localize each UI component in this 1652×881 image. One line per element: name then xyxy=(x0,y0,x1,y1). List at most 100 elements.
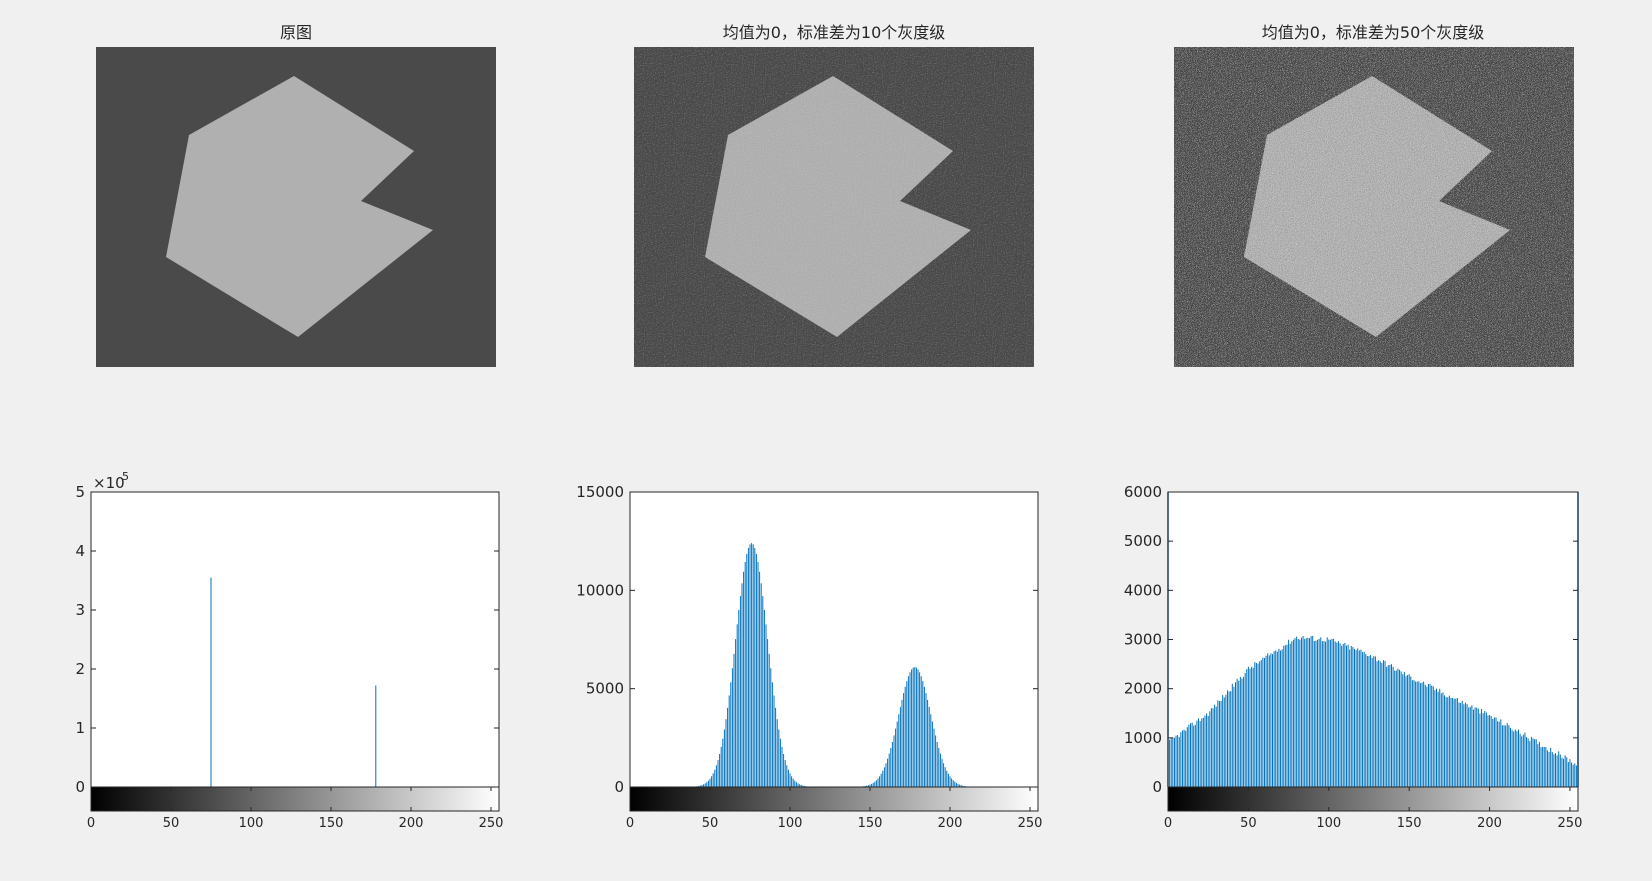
histogram-bar xyxy=(803,785,805,787)
histogram-bar xyxy=(1347,644,1349,787)
histogram-bar xyxy=(954,781,956,787)
histogram-bar xyxy=(1468,707,1470,787)
histogram-bar xyxy=(1440,693,1442,787)
histogram-bar xyxy=(1400,671,1402,787)
histogram-bar xyxy=(1551,752,1553,787)
y-tick-label: 4 xyxy=(75,542,85,560)
x-tick-label: 0 xyxy=(1164,816,1172,831)
histogram-bar xyxy=(1374,656,1376,787)
histogram-bar xyxy=(1310,636,1312,787)
histogram-bar xyxy=(1378,660,1380,787)
histogram-bar xyxy=(1439,688,1441,787)
histogram-bar xyxy=(1254,662,1256,787)
histogram-bar xyxy=(1445,697,1447,787)
histogram-bar xyxy=(888,753,890,787)
histogram-bar xyxy=(746,553,748,787)
histogram-bar xyxy=(1196,720,1198,787)
histogram-bar xyxy=(723,729,725,787)
histogram-bar xyxy=(781,746,783,787)
histogram-bar xyxy=(883,767,885,787)
histogram-bar xyxy=(866,785,868,787)
histogram-bar xyxy=(909,672,911,787)
y-tick-label: 5000 xyxy=(586,680,624,698)
histogram-bar xyxy=(1358,650,1360,787)
histogram-bar xyxy=(741,583,743,787)
histogram-bar xyxy=(1198,718,1200,787)
histogram-bar xyxy=(1534,739,1536,787)
histogram-bar xyxy=(1485,712,1487,787)
histogram-bar xyxy=(867,785,869,787)
histogram-bar xyxy=(935,735,937,787)
histogram-bar xyxy=(789,773,791,787)
histogram-bar xyxy=(1535,739,1537,787)
histogram-bar xyxy=(1194,724,1196,787)
histogram-bar xyxy=(1411,680,1413,787)
histogram-bar xyxy=(1516,731,1518,787)
histogram-bar xyxy=(1456,698,1458,787)
histogram-bar xyxy=(1339,643,1341,787)
histogram-bar xyxy=(1434,690,1436,787)
histogram-bar xyxy=(1490,716,1492,787)
histogram-bar xyxy=(1407,675,1409,787)
histogram-bar xyxy=(1204,715,1206,787)
histogram-bar xyxy=(1567,762,1569,787)
histogram-bar xyxy=(1379,661,1381,787)
histogram-bar xyxy=(1464,702,1466,787)
histogram-bar xyxy=(1437,691,1439,787)
histogram-bar xyxy=(703,784,705,787)
histogram-bar xyxy=(1452,697,1454,787)
x-tick-label: 100 xyxy=(778,816,803,831)
histogram-bar xyxy=(1532,738,1534,787)
histogram-bar xyxy=(1382,660,1384,787)
histogram-bar xyxy=(1444,695,1446,787)
histogram-bar xyxy=(768,653,770,787)
histogram-bar xyxy=(914,667,916,787)
histogram-bar xyxy=(1262,657,1264,787)
y-exponent-power: 5 xyxy=(122,470,129,483)
histogram-bar xyxy=(1217,700,1219,787)
histogram-bar xyxy=(1513,731,1515,787)
histogram-bar xyxy=(1297,638,1299,787)
histogram-bar xyxy=(1218,701,1220,787)
histogram-bar xyxy=(912,667,914,787)
histogram-bar xyxy=(944,767,946,787)
histogram-bar xyxy=(1419,683,1421,787)
histogram-bar xyxy=(1188,724,1190,787)
histogram-bar xyxy=(1354,648,1356,787)
histogram-bar xyxy=(787,769,789,787)
histogram-bar xyxy=(1482,713,1484,787)
histogram-bar xyxy=(1492,719,1494,787)
histogram-bar xyxy=(1469,706,1471,787)
histogram-bar xyxy=(1389,664,1391,787)
histogram-bar xyxy=(1519,733,1521,787)
x-tick-label: 150 xyxy=(319,816,344,831)
y-tick-label: 4000 xyxy=(1124,581,1162,599)
histogram-bar xyxy=(917,669,919,787)
histogram-bar xyxy=(936,741,938,787)
y-tick-label: 0 xyxy=(614,778,624,796)
histogram-bar xyxy=(1294,638,1296,787)
histogram-bar xyxy=(800,785,802,787)
histogram-bar xyxy=(960,785,962,787)
histogram-bar xyxy=(1178,737,1180,787)
y-tick-label: 10000 xyxy=(576,581,624,599)
histogram-bar xyxy=(1201,718,1203,787)
histogram-bar xyxy=(959,784,961,787)
histogram-bar xyxy=(1363,651,1365,787)
histogram-bar xyxy=(1481,708,1483,787)
histogram-bar xyxy=(1427,684,1429,787)
histogram-bar xyxy=(1209,711,1211,787)
y-tick-label: 6000 xyxy=(1124,483,1162,501)
y-tick-label: 2000 xyxy=(1124,680,1162,698)
histogram-bar xyxy=(919,672,921,787)
histogram-bar xyxy=(1304,638,1306,787)
histogram-bar xyxy=(922,681,924,787)
histogram-bar xyxy=(1518,729,1520,787)
histogram-bar xyxy=(1231,683,1233,787)
histogram-bar xyxy=(1436,688,1438,787)
histogram-bar xyxy=(1423,681,1425,787)
histogram-bar xyxy=(1270,653,1272,787)
histogram-bar xyxy=(1511,729,1513,787)
histogram-bar xyxy=(1268,655,1270,787)
histogram-bar xyxy=(1292,639,1294,787)
